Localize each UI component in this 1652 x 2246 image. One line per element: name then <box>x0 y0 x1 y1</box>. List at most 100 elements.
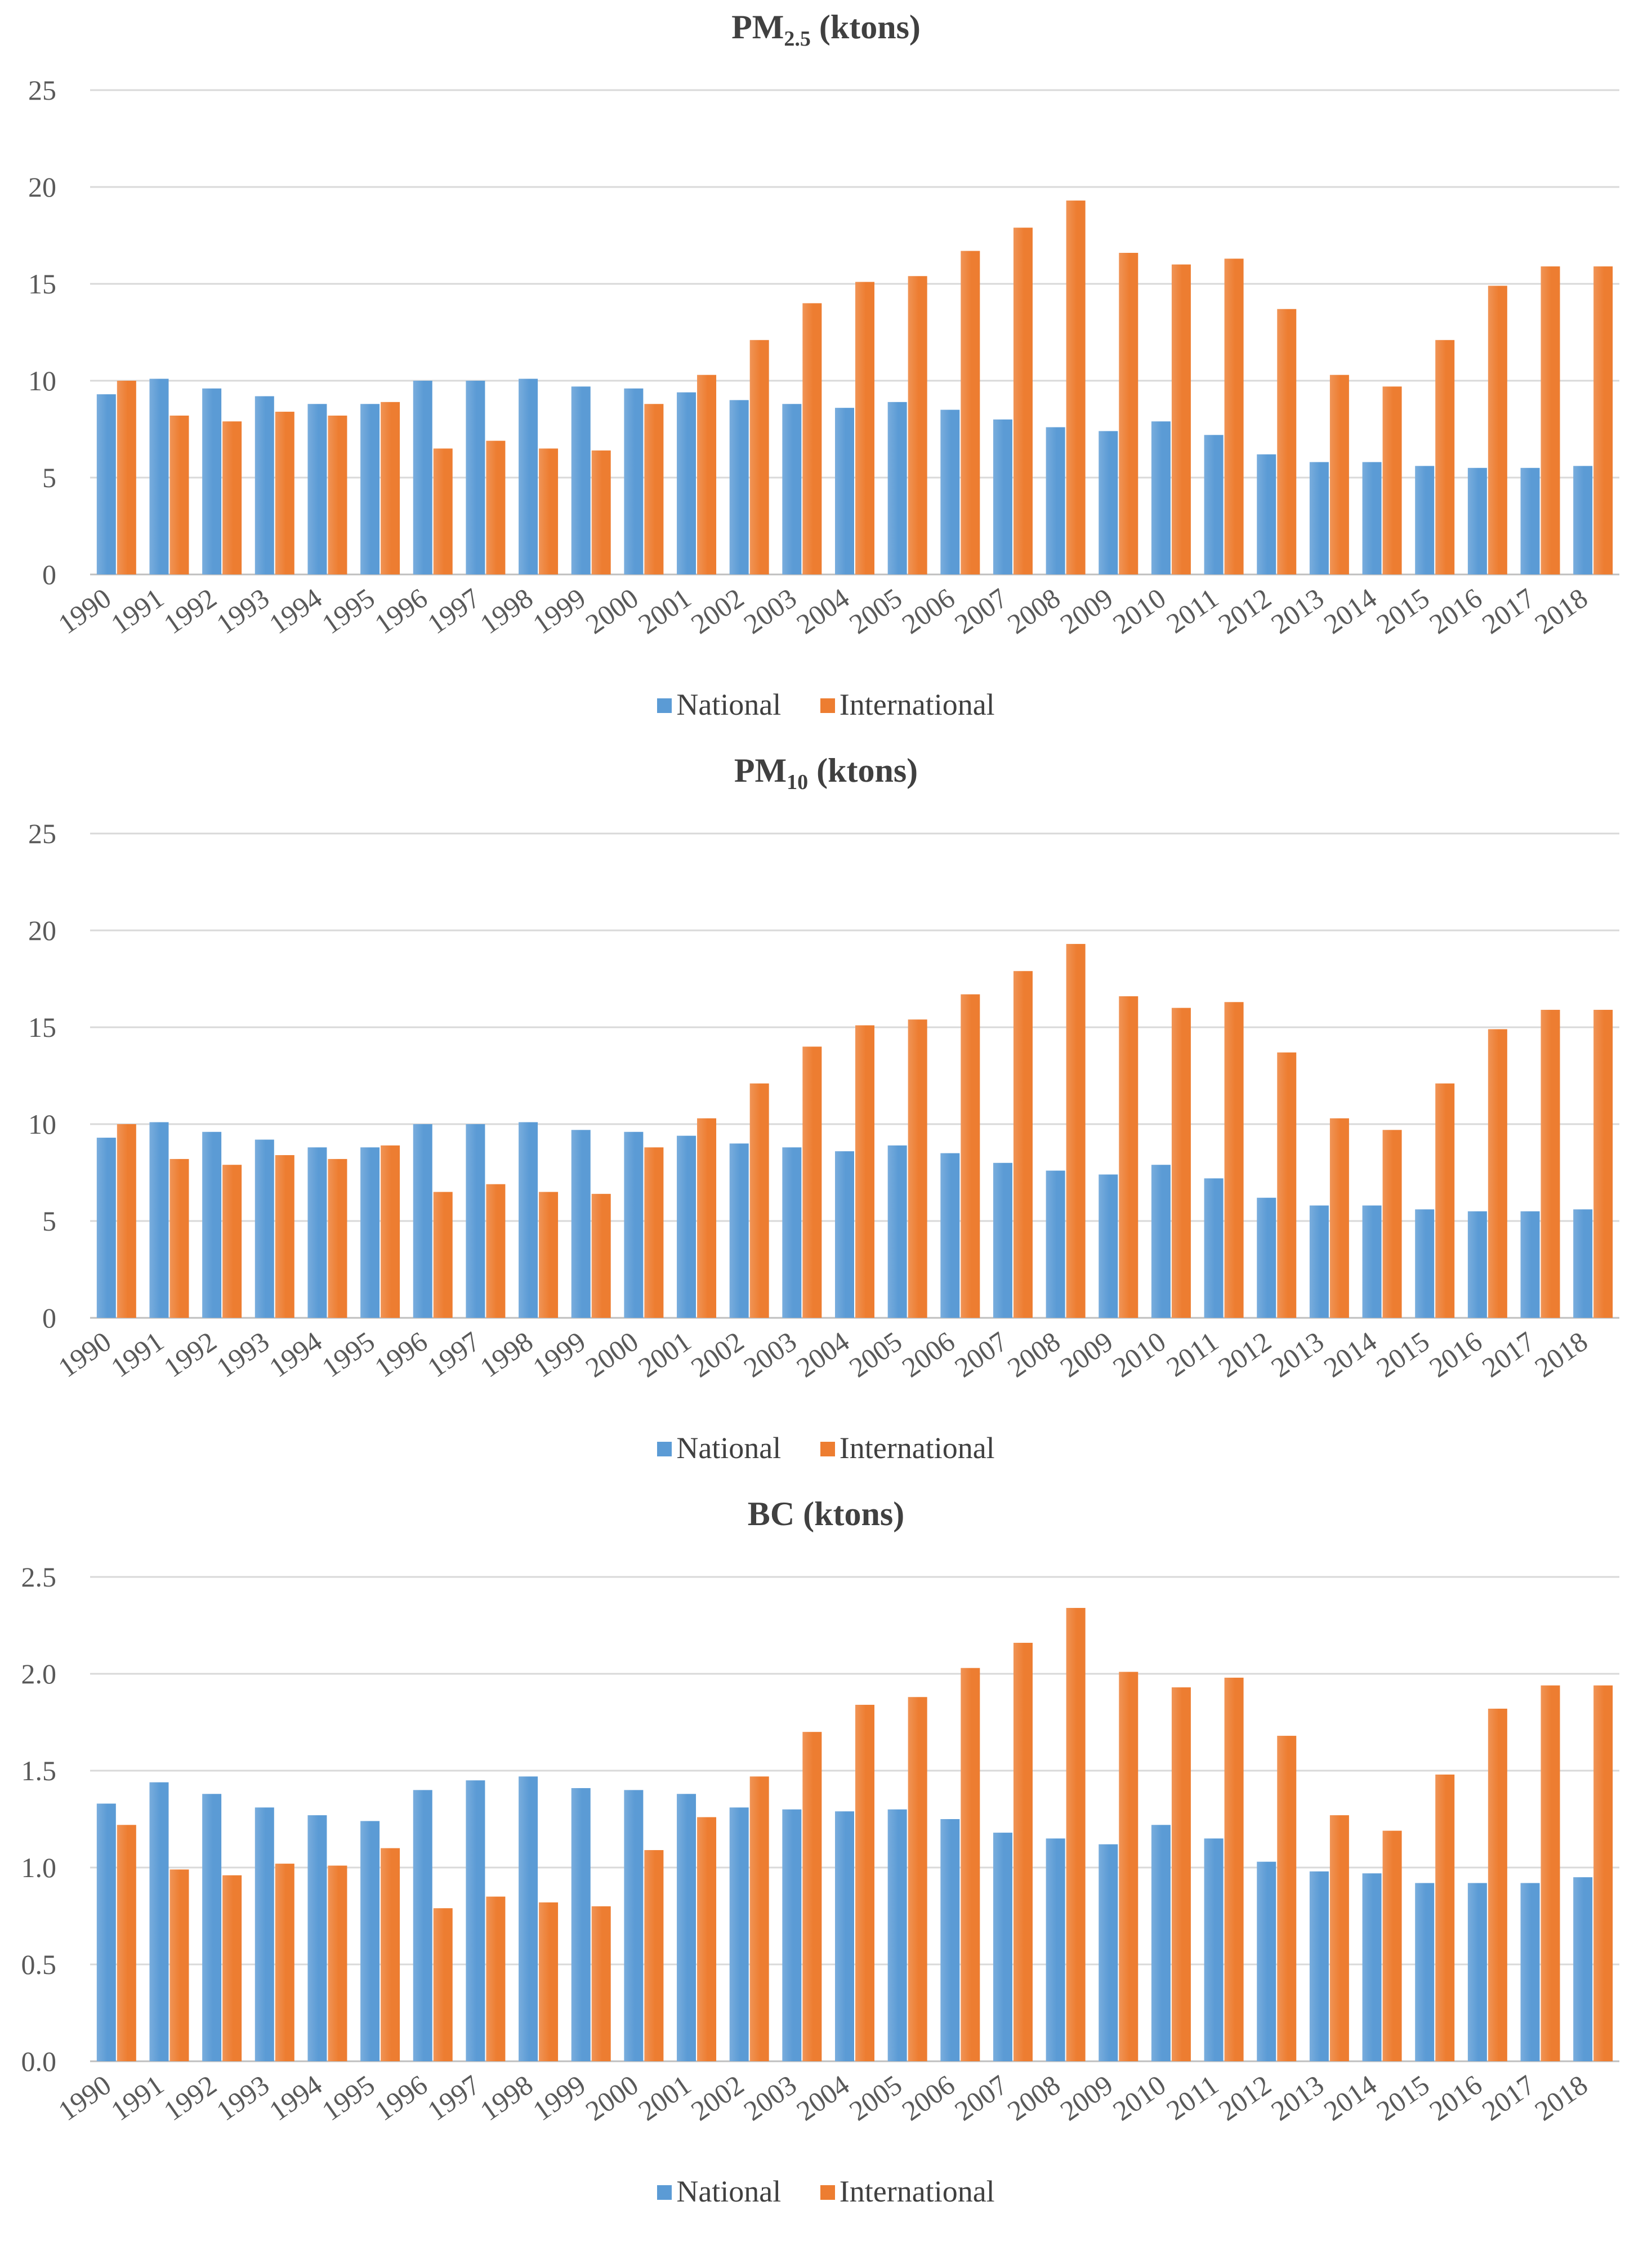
bar-international-1998 <box>539 448 559 574</box>
bar-international-2016 <box>1488 286 1507 574</box>
bar-national-2003 <box>782 404 802 574</box>
bar-national-2015 <box>1415 1883 1435 2061</box>
bar-international-1995 <box>381 1848 400 2061</box>
bar-national-2014 <box>1362 462 1382 574</box>
legend-national: National <box>657 687 781 722</box>
bar-national-1990 <box>96 394 116 574</box>
bar-national-1997 <box>466 1780 485 2061</box>
chart-title: PM2.5 (ktons) <box>731 8 921 51</box>
x-tick-label: 2017 <box>1476 2069 1541 2127</box>
x-tick-label: 2001 <box>632 2069 696 2127</box>
bar-international-2017 <box>1541 1010 1560 1318</box>
x-tick-label: 2013 <box>1265 2069 1329 2127</box>
bar-international-1999 <box>591 1906 611 2061</box>
bar-national-2002 <box>729 1143 749 1318</box>
bar-international-1991 <box>169 1158 189 1318</box>
bar-national-2007 <box>993 1162 1012 1318</box>
bar-international-1999 <box>591 1193 611 1318</box>
bar-national-2009 <box>1099 431 1118 574</box>
x-tick-label: 2004 <box>791 582 855 640</box>
x-tick-label: 2005 <box>843 582 908 640</box>
bar-national-2012 <box>1257 1861 1276 2061</box>
x-tick-label: 2010 <box>1107 2069 1171 2127</box>
x-tick-label: 2016 <box>1423 582 1488 640</box>
bar-national-2014 <box>1362 1873 1382 2061</box>
x-tick-label: 2018 <box>1529 2069 1593 2127</box>
x-tick-label: 2011 <box>1160 582 1224 639</box>
x-tick-label: 2011 <box>1160 2069 1224 2126</box>
bar-national-2015 <box>1415 466 1435 574</box>
x-tick-label: 2005 <box>843 2069 908 2127</box>
y-tick-label: 2.5 <box>21 1561 57 1593</box>
x-tick-label: 1990 <box>52 1325 117 1383</box>
bar-international-2018 <box>1593 266 1613 574</box>
bar-international-2013 <box>1329 1815 1349 2061</box>
x-tick-label: 1992 <box>158 2069 222 2127</box>
bar-international-2005 <box>908 1697 927 2061</box>
bar-international-1996 <box>433 1908 453 2061</box>
bar-national-2014 <box>1362 1205 1382 1318</box>
bar-national-1998 <box>519 378 538 574</box>
y-tick-label: 1.0 <box>21 1852 57 1883</box>
bar-international-2000 <box>644 404 664 574</box>
bar-international-2002 <box>749 1776 769 2061</box>
bar-national-2006 <box>940 409 960 574</box>
x-tick-label: 1997 <box>422 582 486 640</box>
bar-international-2005 <box>908 1019 927 1318</box>
bar-national-2013 <box>1309 1205 1329 1318</box>
bar-international-1994 <box>328 415 347 574</box>
x-tick-label: 2007 <box>949 2069 1013 2127</box>
x-tick-label: 2010 <box>1107 582 1171 640</box>
bar-international-1994 <box>328 1158 347 1318</box>
y-tick-label: 0.0 <box>21 2046 57 2077</box>
pm25-chart: PM2.5 (ktons) 0 5 10 15 20 25 1990 1991 1992 1993… <box>0 0 1652 743</box>
bar-national-2015 <box>1415 1209 1435 1318</box>
bar-national-1996 <box>413 381 432 574</box>
bar-international-2002 <box>749 340 769 574</box>
bar-international-2015 <box>1435 340 1455 574</box>
bar-international-1993 <box>275 1155 294 1318</box>
y-tick-label: 15 <box>28 1011 56 1043</box>
x-tick-label: 2008 <box>1002 582 1066 640</box>
x-tick-label: 1994 <box>264 582 328 640</box>
bar-international-2009 <box>1119 996 1138 1318</box>
x-tick-label: 1996 <box>369 2069 433 2127</box>
bar-international-2016 <box>1488 1029 1507 1318</box>
bar-national-1993 <box>255 396 274 574</box>
x-tick-label: 2005 <box>843 1325 908 1383</box>
bar-international-2003 <box>802 1046 822 1318</box>
legend-swatch-international <box>820 1441 835 1456</box>
chart-plot: 0.00.51.01.52.02.51990199119921993199419… <box>21 1561 1619 2127</box>
x-tick-label: 1995 <box>316 2069 380 2127</box>
bar-international-2000 <box>644 1850 664 2061</box>
bar-national-2010 <box>1151 421 1171 574</box>
bar-national-2003 <box>782 1147 802 1318</box>
bar-international-2002 <box>749 1083 769 1318</box>
y-tick-label: 15 <box>28 268 56 300</box>
bar-international-2014 <box>1382 1830 1402 2061</box>
x-tick-label: 1991 <box>105 1325 169 1383</box>
bar-international-2018 <box>1593 1010 1613 1318</box>
x-tick-label: 2007 <box>949 1325 1013 1383</box>
bar-international-1992 <box>222 1875 242 2061</box>
bar-national-2007 <box>993 1833 1012 2061</box>
x-tick-label: 2003 <box>738 582 802 640</box>
chart-legend: National International <box>0 2174 1652 2209</box>
bar-international-1995 <box>381 1145 400 1318</box>
x-tick-label: 2000 <box>580 2069 644 2127</box>
bar-national-1992 <box>202 1794 222 2061</box>
bar-international-2017 <box>1541 1685 1560 2061</box>
bar-international-1993 <box>275 412 294 574</box>
y-tick-label: 5 <box>42 1205 56 1237</box>
bar-national-1990 <box>96 1803 116 2061</box>
x-tick-label: 2017 <box>1476 1325 1541 1383</box>
bar-national-2017 <box>1520 1883 1540 2061</box>
bar-national-2003 <box>782 1809 802 2061</box>
bar-international-2012 <box>1277 309 1297 574</box>
x-tick-label: 2009 <box>1055 1325 1119 1383</box>
x-tick-label: 2018 <box>1529 582 1593 640</box>
bar-national-1995 <box>360 1147 380 1318</box>
bar-international-2007 <box>1013 228 1033 574</box>
bar-national-2008 <box>1046 427 1065 574</box>
bar-international-2014 <box>1382 1130 1402 1318</box>
